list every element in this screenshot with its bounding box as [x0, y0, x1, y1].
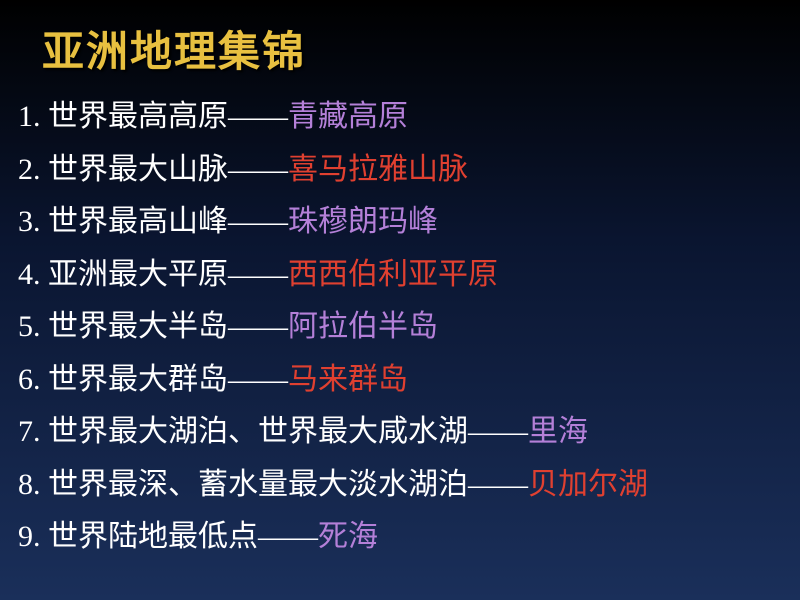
item-number: 9. — [18, 520, 41, 553]
item-label: 亚洲最大平原 — [48, 258, 228, 291]
list-item: 3. 世界最高山峰——珠穆朗玛峰 — [18, 196, 800, 249]
list-item: 4. 亚洲最大平原——西西伯利亚平原 — [18, 249, 800, 302]
item-answer: 贝加尔湖 — [528, 468, 648, 501]
item-sep: —— — [258, 520, 318, 553]
item-number: 7. — [18, 415, 41, 448]
list-item: 7. 世界最大湖泊、世界最大咸水湖——里海 — [18, 406, 800, 459]
item-sep: —— — [228, 258, 288, 291]
item-label: 世界最高高原 — [48, 100, 228, 133]
item-answer: 阿拉伯半岛 — [288, 310, 438, 343]
item-sep: —— — [468, 415, 528, 448]
list-item: 6. 世界最大群岛——马来群岛 — [18, 354, 800, 407]
item-number: 3. — [18, 205, 41, 238]
item-sep: —— — [228, 153, 288, 186]
item-label: 世界最深、蓄水量最大淡水湖泊 — [48, 468, 468, 501]
item-sep: —— — [228, 310, 288, 343]
item-answer: 珠穆朗玛峰 — [288, 205, 438, 238]
item-number: 6. — [18, 363, 41, 396]
item-label: 世界最大湖泊、世界最大咸水湖 — [48, 415, 468, 448]
item-answer: 青藏高原 — [288, 100, 408, 133]
item-label: 世界最高山峰 — [48, 205, 228, 238]
item-number: 5. — [18, 310, 41, 343]
item-answer: 西西伯利亚平原 — [288, 258, 498, 291]
item-sep: —— — [468, 468, 528, 501]
list-item: 5. 世界最大半岛——阿拉伯半岛 — [18, 301, 800, 354]
item-sep: —— — [228, 100, 288, 133]
slide-title: 亚洲地理集锦 — [0, 0, 800, 91]
list-item: 8. 世界最深、蓄水量最大淡水湖泊——贝加尔湖 — [18, 459, 800, 512]
item-answer: 里海 — [528, 415, 588, 448]
list-item: 1. 世界最高高原——青藏高原 — [18, 91, 800, 144]
list-item: 9. 世界陆地最低点——死海 — [18, 511, 800, 564]
item-answer: 马来群岛 — [288, 363, 408, 396]
item-answer: 死海 — [318, 520, 378, 553]
item-sep: —— — [228, 205, 288, 238]
item-number: 4. — [18, 258, 41, 291]
item-label: 世界陆地最低点 — [48, 520, 258, 553]
item-label: 世界最大群岛 — [48, 363, 228, 396]
item-number: 1. — [18, 100, 41, 133]
item-number: 8. — [18, 468, 41, 501]
item-answer: 喜马拉雅山脉 — [288, 153, 468, 186]
item-label: 世界最大半岛 — [48, 310, 228, 343]
facts-list: 1. 世界最高高原——青藏高原 2. 世界最大山脉——喜马拉雅山脉 3. 世界最… — [0, 91, 800, 564]
list-item: 2. 世界最大山脉——喜马拉雅山脉 — [18, 144, 800, 197]
item-sep: —— — [228, 363, 288, 396]
item-number: 2. — [18, 153, 41, 186]
item-label: 世界最大山脉 — [48, 153, 228, 186]
